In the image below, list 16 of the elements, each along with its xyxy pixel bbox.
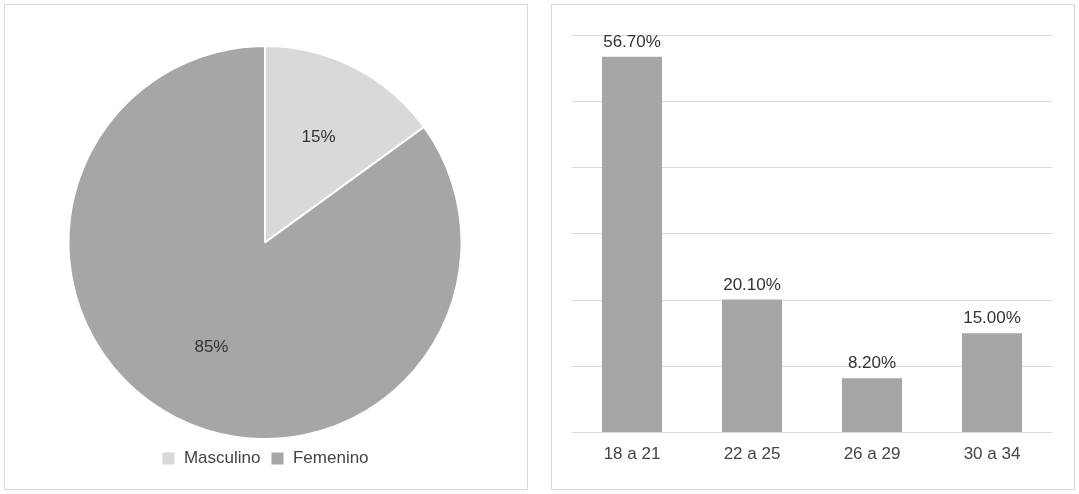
data-label: 15.00%: [963, 308, 1021, 328]
legend-label: Masculino: [183, 448, 261, 468]
bar: [602, 56, 662, 433]
x-tick-label: 30 a 34: [963, 444, 1021, 464]
data-label: 8.20%: [847, 353, 897, 373]
data-label: 15%: [301, 127, 336, 147]
legend-label: Femenino: [292, 448, 369, 468]
data-label: 20.10%: [723, 274, 781, 294]
data-label: 85%: [194, 337, 229, 357]
x-tick-label: 18 a 21: [603, 444, 661, 464]
x-tick-label: 26 a 29: [843, 444, 901, 464]
data-label: 56.70%: [603, 32, 661, 52]
bar: [842, 378, 902, 433]
bar: [962, 333, 1022, 433]
x-tick-label: 22 a 25: [723, 444, 781, 464]
bar: [722, 299, 782, 433]
